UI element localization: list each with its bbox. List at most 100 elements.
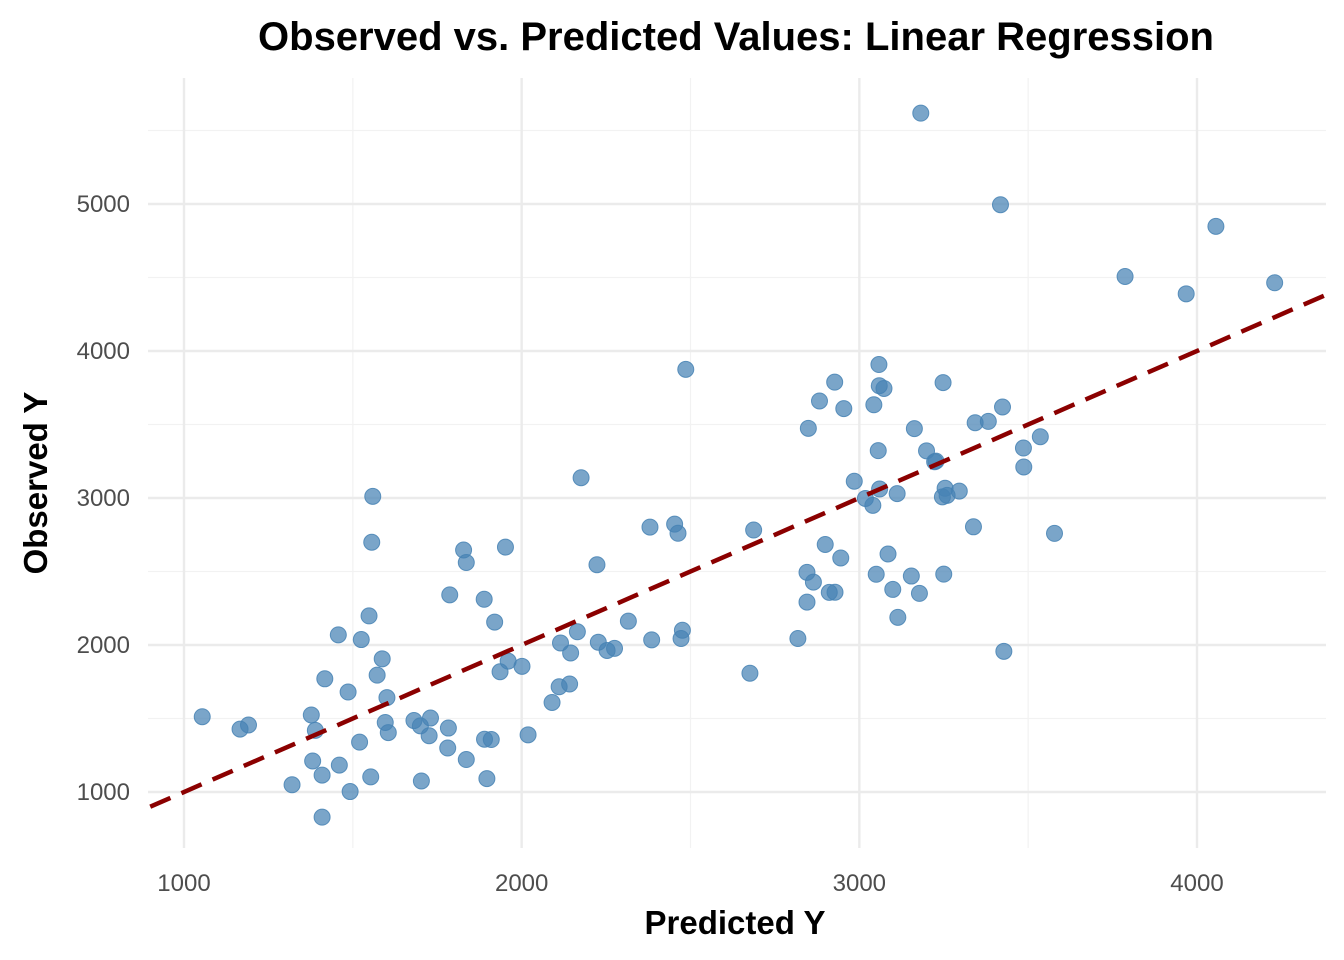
data-point: [421, 709, 439, 727]
data-point: [313, 766, 331, 784]
data-point: [789, 630, 807, 648]
data-point: [316, 670, 334, 688]
data-point: [995, 642, 1013, 660]
data-point: [643, 631, 661, 649]
data-point: [804, 573, 822, 591]
data-point: [1031, 428, 1049, 446]
data-point: [867, 565, 885, 583]
data-point: [1177, 285, 1195, 303]
y-tick-label: 4000: [77, 338, 130, 365]
data-point: [606, 639, 624, 657]
data-point: [588, 556, 606, 574]
data-point: [551, 634, 569, 652]
data-point: [351, 733, 369, 751]
data-point: [826, 583, 844, 601]
data-point: [912, 104, 930, 122]
data-point: [1116, 267, 1134, 285]
data-point: [313, 808, 331, 826]
x-tick-label: 1000: [157, 870, 210, 897]
data-point: [368, 666, 386, 684]
data-point: [1014, 439, 1032, 457]
data-point: [832, 549, 850, 567]
data-point: [799, 419, 817, 437]
data-point: [826, 373, 844, 391]
data-point: [845, 472, 863, 490]
data-point: [888, 485, 906, 503]
data-point: [412, 772, 430, 790]
data-point: [239, 716, 257, 734]
data-point: [979, 412, 997, 430]
data-point: [835, 400, 853, 418]
y-tick-label: 5000: [77, 191, 130, 218]
data-point: [910, 584, 928, 602]
data-point: [283, 776, 301, 794]
data-point: [677, 360, 695, 378]
data-point: [352, 631, 370, 649]
data-point: [870, 356, 888, 374]
data-point: [364, 487, 382, 505]
data-point: [902, 567, 920, 585]
data-point: [519, 726, 537, 744]
y-tick-label: 2000: [77, 632, 130, 659]
x-tick-label: 2000: [495, 870, 548, 897]
data-point: [568, 623, 586, 641]
data-point: [869, 442, 887, 460]
data-point: [439, 719, 457, 737]
data-point: [561, 675, 579, 693]
chart-title: Observed vs. Predicted Values: Linear Re…: [258, 15, 1214, 59]
data-point: [950, 482, 968, 500]
data-point: [496, 538, 514, 556]
data-point: [879, 545, 897, 563]
data-point: [304, 752, 322, 770]
data-point: [475, 590, 493, 608]
x-tick-label: 4000: [1170, 870, 1223, 897]
data-point: [482, 731, 500, 749]
x-axis-title: Predicted Y: [645, 904, 826, 941]
data-point: [884, 580, 902, 598]
data-point: [935, 565, 953, 583]
data-point: [741, 664, 759, 682]
data-point: [339, 683, 357, 701]
data-point: [889, 608, 907, 626]
data-point: [420, 727, 438, 745]
data-point: [641, 518, 659, 536]
data-point: [875, 379, 893, 397]
data-point: [486, 613, 504, 631]
reference-line: [149, 290, 1333, 809]
x-axis-ticks: 1000 2000 3000 4000: [157, 870, 1223, 897]
data-point: [379, 724, 397, 742]
data-point: [193, 708, 211, 726]
x-tick-label: 3000: [833, 870, 886, 897]
data-point: [905, 420, 923, 438]
data-point: [341, 783, 359, 801]
data-point: [360, 607, 378, 625]
data-point: [363, 533, 381, 551]
data-point: [1046, 524, 1064, 542]
data-point: [441, 586, 459, 604]
data-point: [330, 756, 348, 774]
data-point: [864, 496, 882, 514]
y-tick-label: 1000: [77, 779, 130, 806]
data-point: [457, 554, 475, 572]
data-point: [1015, 458, 1033, 476]
data-point: [669, 524, 687, 542]
data-point: [439, 739, 457, 757]
data-point: [810, 392, 828, 410]
data-point: [457, 751, 475, 769]
data-point: [865, 396, 883, 414]
data-point: [329, 626, 347, 644]
y-axis-ticks: 1000 2000 3000 4000 5000: [77, 191, 130, 806]
data-point: [302, 706, 320, 724]
data-point: [673, 621, 691, 639]
y-tick-label: 3000: [77, 485, 130, 512]
data-point: [543, 693, 561, 711]
data-point: [619, 612, 637, 630]
data-points: [193, 104, 1284, 826]
major-gridlines: [148, 78, 1326, 848]
data-point: [362, 768, 380, 786]
data-point: [798, 593, 816, 611]
data-point: [816, 535, 834, 553]
data-point: [745, 521, 763, 539]
data-point: [513, 657, 531, 675]
